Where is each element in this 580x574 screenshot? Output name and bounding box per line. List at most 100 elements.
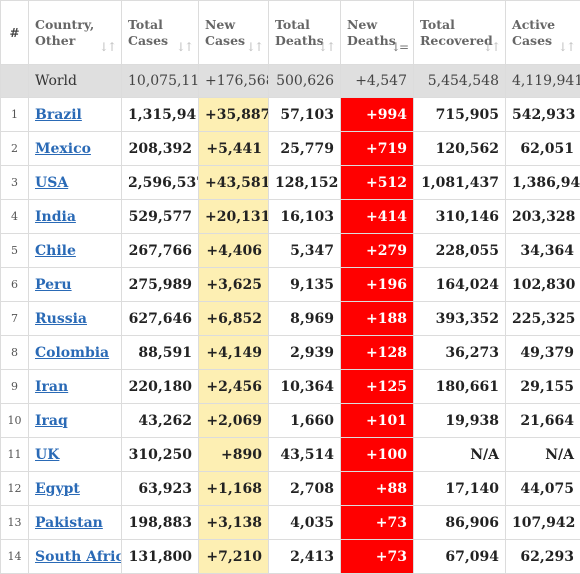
country-cell: UK <box>28 437 122 472</box>
column-header-active-cases-label: Active Cases <box>512 16 556 48</box>
total-deaths-cell: 57,103 <box>268 97 341 132</box>
total-recovered-cell: 86,906 <box>413 505 506 540</box>
column-header-index-label: # <box>9 25 20 40</box>
country-cell: Egypt <box>28 471 122 506</box>
new-deaths-cell: +73 <box>340 539 414 574</box>
country-cell: India <box>28 199 122 234</box>
active-cases-cell: 44,075 <box>505 471 580 506</box>
country-link[interactable]: South Africa <box>35 548 121 565</box>
new-cases-cell: +4,149 <box>198 335 269 370</box>
total-recovered-cell: 67,094 <box>413 539 506 574</box>
country-cell: Mexico <box>28 131 122 166</box>
country-link[interactable]: USA <box>35 174 69 191</box>
world-total-deaths-cell: 500,626 <box>268 64 341 98</box>
new-deaths-cell: +188 <box>340 301 414 336</box>
new-cases-cell: +4,406 <box>198 233 269 268</box>
country-link[interactable]: Egypt <box>35 480 80 497</box>
country-link[interactable]: Iraq <box>35 412 68 429</box>
sort-icon[interactable]: ↓↑ <box>245 40 264 54</box>
rank-cell: 13 <box>0 505 29 540</box>
total-recovered-cell: 180,661 <box>413 369 506 404</box>
total-deaths-cell: 128,152 <box>268 165 341 200</box>
country-cell: Pakistan <box>28 505 122 540</box>
column-header-total-deaths[interactable]: Total Deaths ↓↑ <box>268 0 341 65</box>
new-cases-cell: +3,625 <box>198 267 269 302</box>
world-new-cases-cell: +176,568 <box>198 64 269 98</box>
total-recovered-cell: 17,140 <box>413 471 506 506</box>
new-cases-cell: +1,168 <box>198 471 269 506</box>
table-row: 5 Chile 267,766 +4,406 5,347 +279 228,05… <box>0 233 580 268</box>
country-link[interactable]: Iran <box>35 378 69 395</box>
country-link[interactable]: Pakistan <box>35 514 103 531</box>
sort-icon[interactable]: ↓↑ <box>557 40 576 54</box>
column-header-index: # <box>0 0 29 65</box>
total-cases-cell: 310,250 <box>121 437 199 472</box>
table-row: 9 Iran 220,180 +2,456 10,364 +125 180,66… <box>0 369 580 404</box>
active-cases-cell: 107,942 <box>505 505 580 540</box>
rank-cell: 2 <box>0 131 29 166</box>
world-total-cases-cell: 10,075,115 <box>121 64 199 98</box>
sort-active-icon[interactable]: ↓= <box>390 40 409 54</box>
table-row: 10 Iraq 43,262 +2,069 1,660 +101 19,938 … <box>0 403 580 438</box>
country-link[interactable]: UK <box>35 446 60 463</box>
total-deaths-cell: 4,035 <box>268 505 341 540</box>
total-cases-cell: 267,766 <box>121 233 199 268</box>
column-header-total-cases-label: Total Cases <box>128 16 169 48</box>
column-header-total-cases[interactable]: Total Cases ↓↑ <box>121 0 199 65</box>
country-link[interactable]: India <box>35 208 76 225</box>
total-deaths-cell: 10,364 <box>268 369 341 404</box>
column-header-new-deaths-label: New Deaths <box>347 16 396 48</box>
new-deaths-cell: +994 <box>340 97 414 132</box>
new-deaths-cell: +512 <box>340 165 414 200</box>
column-header-new-deaths[interactable]: New Deaths ↓= <box>340 0 414 65</box>
total-recovered-cell: N/A <box>413 437 506 472</box>
column-header-new-cases[interactable]: New Cases ↓↑ <box>198 0 269 65</box>
new-deaths-cell: +88 <box>340 471 414 506</box>
country-cell: USA <box>28 165 122 200</box>
new-deaths-cell: +128 <box>340 335 414 370</box>
country-link[interactable]: Brazil <box>35 106 82 123</box>
country-link[interactable]: Chile <box>35 242 76 259</box>
world-index-cell <box>0 64 29 98</box>
country-link[interactable]: Russia <box>35 310 87 327</box>
column-header-active-cases[interactable]: Active Cases ↓↑ <box>505 0 580 65</box>
total-cases-cell: 529,577 <box>121 199 199 234</box>
new-deaths-cell: +196 <box>340 267 414 302</box>
table-row: 12 Egypt 63,923 +1,168 2,708 +88 17,140 … <box>0 471 580 506</box>
country-link[interactable]: Peru <box>35 276 72 293</box>
new-cases-cell: +5,441 <box>198 131 269 166</box>
world-active-cases-cell: 4,119,941 <box>505 64 580 98</box>
world-name-cell: World <box>28 64 122 98</box>
total-recovered-cell: 228,055 <box>413 233 506 268</box>
total-cases-cell: 2,596,537 <box>121 165 199 200</box>
rank-cell: 4 <box>0 199 29 234</box>
country-link[interactable]: Colombia <box>35 344 110 361</box>
total-cases-cell: 43,262 <box>121 403 199 438</box>
sort-icon[interactable]: ↓↑ <box>98 40 117 54</box>
table-row: 2 Mexico 208,392 +5,441 25,779 +719 120,… <box>0 131 580 166</box>
rank-cell: 7 <box>0 301 29 336</box>
active-cases-cell: N/A <box>505 437 580 472</box>
rank-cell: 14 <box>0 539 29 574</box>
new-cases-cell: +20,131 <box>198 199 269 234</box>
total-cases-cell: 275,989 <box>121 267 199 302</box>
active-cases-cell: 49,379 <box>505 335 580 370</box>
total-recovered-cell: 36,273 <box>413 335 506 370</box>
column-header-total-recovered-label: Total Recovered <box>420 16 493 48</box>
country-link[interactable]: Mexico <box>35 140 91 157</box>
column-header-country[interactable]: Country, Other ↓↑ <box>28 0 122 65</box>
total-cases-cell: 198,883 <box>121 505 199 540</box>
column-header-total-recovered[interactable]: Total Recovered ↓↑ <box>413 0 506 65</box>
total-deaths-cell: 2,708 <box>268 471 341 506</box>
total-cases-cell: 1,315,941 <box>121 97 199 132</box>
sort-icon[interactable]: ↓↑ <box>317 40 336 54</box>
country-cell: Iran <box>28 369 122 404</box>
sort-icon[interactable]: ↓↑ <box>175 40 194 54</box>
total-recovered-cell: 393,352 <box>413 301 506 336</box>
table-row: 7 Russia 627,646 +6,852 8,969 +188 393,3… <box>0 301 580 336</box>
new-cases-cell: +2,456 <box>198 369 269 404</box>
total-deaths-cell: 9,135 <box>268 267 341 302</box>
sort-icon[interactable]: ↓↑ <box>482 40 501 54</box>
new-deaths-cell: +101 <box>340 403 414 438</box>
